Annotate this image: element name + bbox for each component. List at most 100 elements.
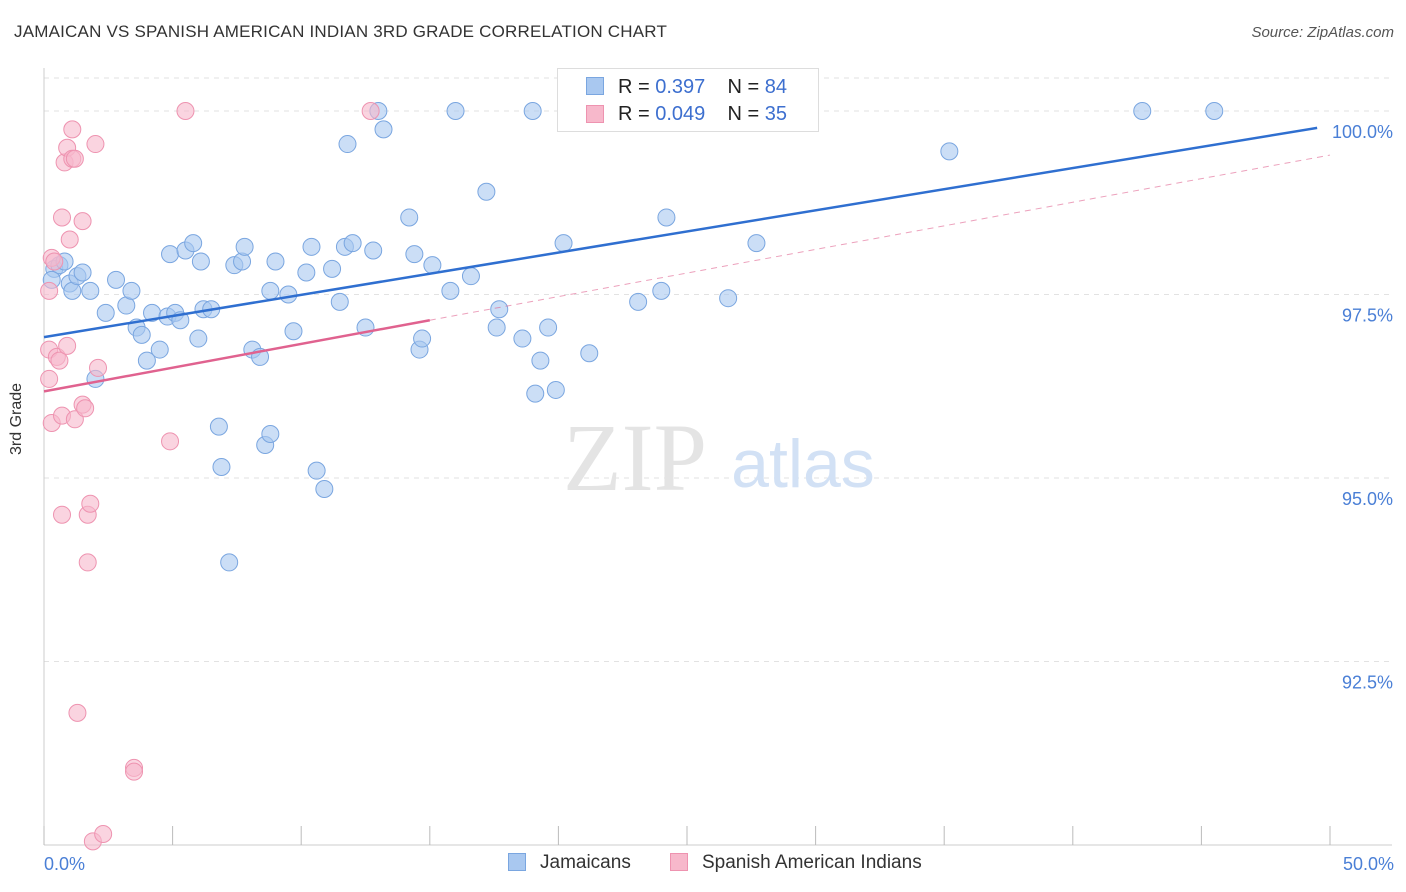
jamaican-point <box>580 344 599 363</box>
jamaican-point <box>940 142 959 161</box>
spanish-trend-line <box>43 318 431 393</box>
jamaicans-n-label: N = <box>727 76 760 98</box>
jamaican-point <box>513 329 532 348</box>
jamaican-point <box>191 252 210 271</box>
jamaican-point <box>122 281 141 300</box>
spanish-point <box>81 494 100 513</box>
jamaican-point <box>1205 102 1224 121</box>
jamaican-point <box>233 252 252 271</box>
jamaican-point <box>132 325 151 344</box>
spanish-trend-extension <box>429 154 1331 321</box>
points-layer <box>40 102 1224 851</box>
spanish-point <box>58 336 77 355</box>
jamaican-point <box>220 553 239 572</box>
legend-item-jamaicans[interactable]: Jamaicans <box>508 852 631 874</box>
jamaican-point <box>526 384 545 403</box>
jamaican-point <box>554 234 573 253</box>
jamaican-point <box>652 281 671 300</box>
jamaican-point <box>96 303 115 322</box>
jamaican-point <box>323 259 342 278</box>
jamaican-point <box>747 234 766 253</box>
jamaican-point <box>657 208 676 227</box>
spanish-r-label: R = <box>618 103 650 125</box>
spanish-point <box>53 208 72 227</box>
spanish-point <box>78 553 97 572</box>
spanish-n-value: 35 <box>764 103 788 125</box>
trend-layer <box>43 126 1331 393</box>
x-tick-label: 50.0% <box>1343 854 1394 874</box>
jamaican-point <box>184 234 203 253</box>
jamaican-point <box>235 237 254 256</box>
spanish-point <box>176 102 195 121</box>
jamaicans-r-label: R = <box>618 76 650 98</box>
jamaican-point <box>189 329 208 348</box>
jamaican-point <box>1133 102 1152 121</box>
jamaican-point <box>107 270 126 289</box>
jamaican-point <box>490 300 509 319</box>
y-tick-label: 100.0% <box>1332 122 1393 142</box>
jamaican-point <box>209 417 228 436</box>
legend-item-spanish[interactable]: Spanish American Indians <box>670 852 922 874</box>
jamaican-point <box>374 120 393 139</box>
spanish-point <box>161 432 180 451</box>
spanish-point <box>76 399 95 418</box>
legend-spanish-label: Spanish American Indians <box>702 852 922 873</box>
jamaican-point <box>307 461 326 480</box>
jamaican-point <box>441 281 460 300</box>
spanish-point <box>40 281 59 300</box>
jamaican-point <box>330 292 349 311</box>
spanish-point <box>68 703 87 722</box>
jamaican-point <box>297 263 316 282</box>
jamaican-point <box>413 329 432 348</box>
spanish-point <box>65 149 84 168</box>
spanish-point <box>86 135 105 154</box>
spanish-point <box>40 369 59 388</box>
jamaican-point <box>400 208 419 227</box>
jamaican-point <box>487 318 506 337</box>
spanish-point <box>63 120 82 139</box>
chart-source: Source: ZipAtlas.com <box>1251 24 1394 41</box>
jamaicans-trend-line <box>43 126 1318 339</box>
watermark-zip: ZIP <box>563 404 707 511</box>
jamaican-point <box>266 252 285 271</box>
x-tick-label: 0.0% <box>44 854 85 874</box>
spanish-swatch <box>586 105 604 123</box>
legend-spanish-swatch <box>670 853 688 871</box>
jamaican-point <box>546 380 565 399</box>
jamaican-point <box>315 480 334 499</box>
grid-layer <box>44 77 1392 663</box>
spanish-point <box>73 212 92 231</box>
jamaican-point <box>343 234 362 253</box>
spanish-point <box>125 762 144 781</box>
spanish-r-value: 0.049 <box>655 103 706 125</box>
jamaican-point <box>477 182 496 201</box>
chart-title: JAMAICAN VS SPANISH AMERICAN INDIAN 3RD … <box>14 22 668 41</box>
jamaican-point <box>284 322 303 341</box>
jamaican-point <box>212 458 231 477</box>
jamaican-point <box>161 245 180 264</box>
spanish-point <box>361 102 380 121</box>
jamaicans-stats: R = 0.397 N = 84 <box>618 76 787 99</box>
jamaican-point <box>81 281 100 300</box>
watermark: ZIP atlas <box>563 404 875 511</box>
legend-jamaicans-swatch <box>508 853 526 871</box>
stats-legend-box: R = 0.397 N = 84 R = 0.049 N = 35 <box>557 68 819 132</box>
jamaican-point <box>405 245 424 264</box>
y-tick-label: 95.0% <box>1342 489 1393 509</box>
jamaican-point <box>302 237 321 256</box>
jamaican-point <box>531 351 550 370</box>
spanish-stats: R = 0.049 N = 35 <box>618 103 787 126</box>
jamaicans-n-value: 84 <box>764 76 788 98</box>
jamaican-point <box>261 281 280 300</box>
jamaican-point <box>279 285 298 304</box>
jamaican-point <box>73 263 92 282</box>
spanish-point <box>45 252 64 271</box>
spanish-point <box>94 824 113 843</box>
jamaican-point <box>137 351 156 370</box>
axes <box>43 68 1392 846</box>
spanish-point <box>65 410 84 429</box>
jamaicans-swatch <box>586 77 604 95</box>
spanish-point <box>60 230 79 249</box>
jamaican-point <box>338 135 357 154</box>
